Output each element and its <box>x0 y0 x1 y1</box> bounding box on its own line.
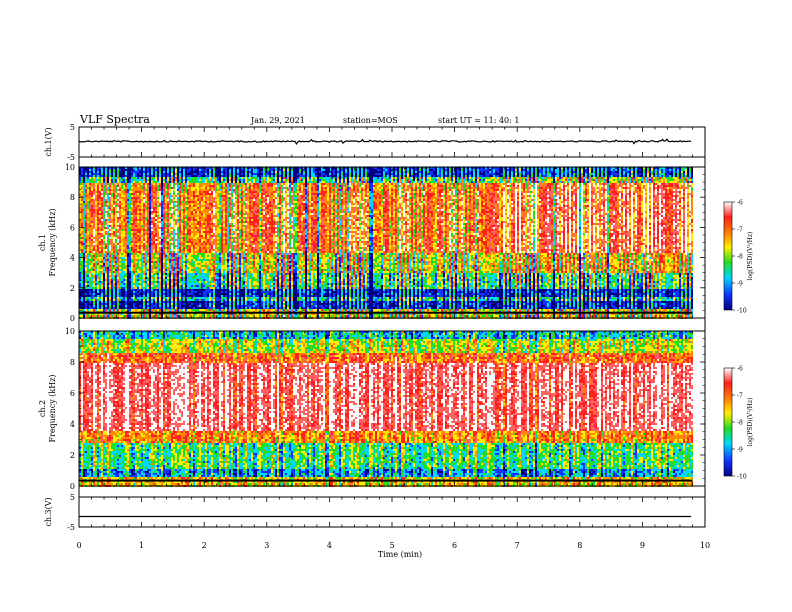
ch2-spectrogram-panel: 0 2 4 6 8 10 ch.2 Frequency (kHz) <box>38 327 705 491</box>
x-tick-label: 6 <box>452 541 457 550</box>
x-tick-label: 3 <box>264 541 269 550</box>
time-axis: 0 1 2 3 4 5 6 7 8 9 10 <box>76 541 710 550</box>
y-tick-label: 2 <box>70 451 75 460</box>
start-ut-label: start UT = 11: 40: 1 <box>438 116 519 125</box>
x-tick-label: 4 <box>327 541 332 550</box>
y-tick-label: 10 <box>65 327 75 336</box>
colorbar-ch2: -6 -7 -8 -9 -10 log(PSD)(V²/Hz) <box>724 366 754 481</box>
y-axis-label: ch.3(V) <box>44 497 53 526</box>
colorbar-label: log(PSD)(V²/Hz) <box>747 398 754 447</box>
spectrogram-cells <box>79 167 693 319</box>
y-tick-label: 5 <box>70 493 75 502</box>
x-tick-label: 0 <box>76 541 81 550</box>
ch3-waveform-panel: 5 -5 ch.3(V) <box>44 493 705 532</box>
colorbar-tick-label: -10 <box>737 474 747 481</box>
y-tick-label: -5 <box>67 153 75 162</box>
colorbar-tick-label: -9 <box>737 281 743 288</box>
y-tick-label: 2 <box>70 284 75 293</box>
colorbar-tick-label: -10 <box>737 308 747 315</box>
x-tick-label: 10 <box>700 541 710 550</box>
y-tick-label: -5 <box>67 523 75 532</box>
ch1-waveform-panel: 5 -5 ch.1(V) <box>44 123 705 162</box>
y-tick-label: 6 <box>70 389 75 398</box>
y-axis-label: ch.1(V) <box>44 127 53 156</box>
date-label: Jan. 29, 2021 <box>250 116 305 125</box>
y-axis-label: ch.1 <box>38 234 47 251</box>
x-tick-label: 5 <box>389 541 394 550</box>
colorbar-tick-label: -6 <box>737 366 743 373</box>
station-label: station=MOS <box>343 116 398 125</box>
y-axis-label: Frequency (kHz) <box>48 374 57 442</box>
x-tick-label: 1 <box>139 541 144 550</box>
colorbar-tick-label: -6 <box>737 200 743 207</box>
spectrogram-cells <box>79 331 693 487</box>
x-tick-label: 8 <box>577 541 582 550</box>
y-tick-label: 0 <box>70 482 75 491</box>
x-axis-label: Time (min) <box>378 550 422 559</box>
x-tick-label: 9 <box>640 541 645 550</box>
colorbar-ch1: -6 -7 -8 -9 -10 log(PSD)(V²/Hz) <box>724 200 754 315</box>
y-axis-label: Frequency (kHz) <box>48 208 57 276</box>
y-tick-label: 4 <box>70 420 75 429</box>
waveform-trace <box>79 139 691 144</box>
ch1-spectrogram-panel: 0 2 4 6 8 10 ch.1 Frequency (kHz) <box>38 163 705 323</box>
colorbar-tick-label: -7 <box>737 227 743 234</box>
y-tick-label: 8 <box>70 358 75 367</box>
y-tick-label: 10 <box>65 163 75 172</box>
dc-line <box>79 312 692 314</box>
colorbar-tick-label: -7 <box>737 393 743 400</box>
y-tick-label: 5 <box>70 123 75 132</box>
x-tick-label: 2 <box>202 541 207 550</box>
x-tick-label: 7 <box>515 541 520 550</box>
y-tick-label: 0 <box>70 314 75 323</box>
colorbar-scale <box>724 202 732 310</box>
y-tick-label: 8 <box>70 193 75 202</box>
y-tick-label: 6 <box>70 223 75 232</box>
y-tick-label: 4 <box>70 254 75 263</box>
y-axis-label: ch.2 <box>38 400 47 417</box>
colorbar-tick-label: -8 <box>737 254 743 261</box>
colorbar-tick-label: -8 <box>737 420 743 427</box>
colorbar-tick-label: -9 <box>737 447 743 454</box>
dc-line <box>79 480 692 482</box>
figure-title: VLF Spectra <box>79 113 150 126</box>
colorbar-scale <box>724 368 732 476</box>
colorbar-label: log(PSD)(V²/Hz) <box>747 232 754 281</box>
